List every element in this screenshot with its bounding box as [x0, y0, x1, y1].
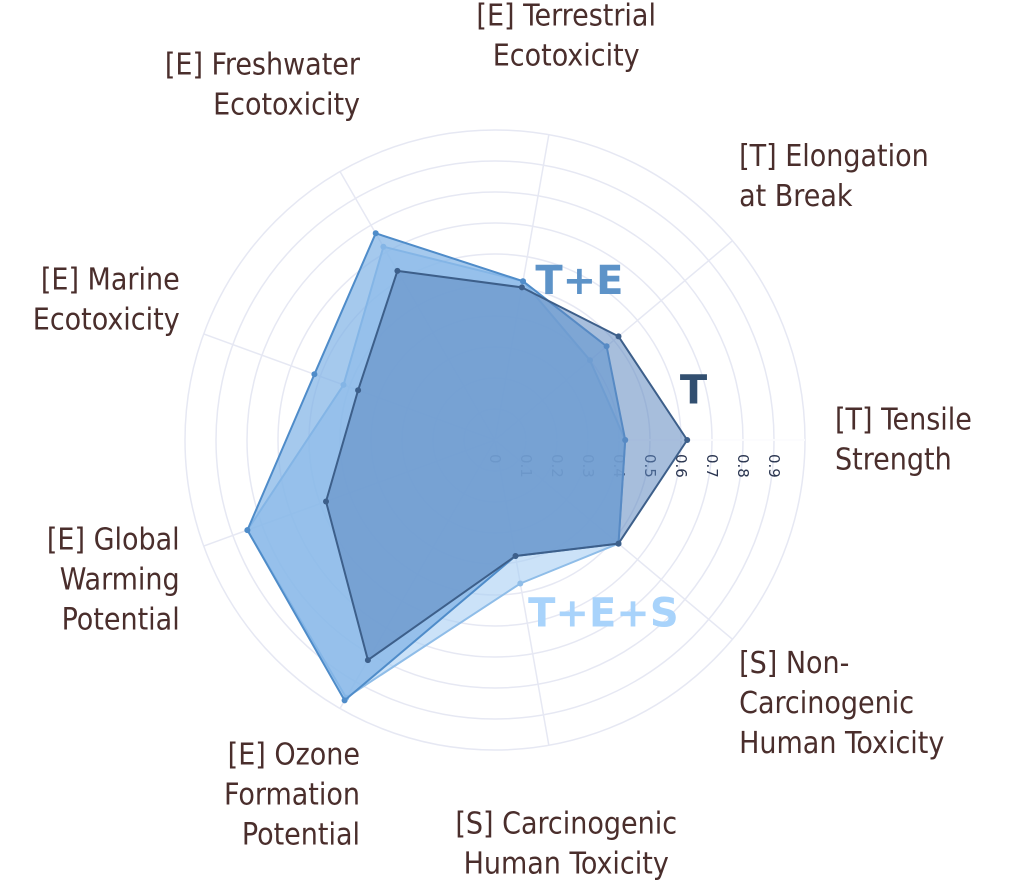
axis-label-line: at Break: [739, 179, 853, 214]
axis-label: [E] Terrestrial Ecotoxicity: [476, 0, 656, 74]
axis-label: [S] Non- Carcinogenic Human Toxicity: [739, 646, 944, 761]
radial-tick-label: 0.8: [734, 454, 752, 478]
data-point: [518, 284, 525, 291]
radial-tick-label: 0.7: [703, 454, 721, 478]
axis-label-line: Strength: [835, 443, 952, 478]
axis-label-line: [E] Ozone: [228, 738, 360, 773]
axis-label-line: Potential: [242, 818, 360, 853]
data-point: [512, 553, 519, 559]
axis-label-line: Warming: [60, 563, 180, 598]
data-point: [394, 267, 401, 274]
axis-label-line: Human Toxicity: [739, 726, 944, 761]
series-label: T: [680, 368, 708, 414]
axis-label: [E] Ozone Formation Potential: [224, 738, 360, 853]
radial-tick-label: 0.9: [765, 454, 783, 478]
data-point: [311, 371, 318, 378]
axis-label-line: [S] Non-: [739, 646, 849, 681]
axis-label-line: Formation: [224, 778, 360, 813]
data-point: [517, 580, 524, 587]
radar-series: [244, 230, 691, 704]
data-point: [323, 498, 329, 505]
axis-label-line: [E] Global: [47, 523, 180, 558]
axis-label: [E] Global Warming Potential: [47, 523, 180, 638]
data-point: [615, 333, 622, 340]
axis-label-line: Carcinogenic: [739, 686, 914, 721]
axis-label: [S] Carcinogenic Human Toxicity: [455, 806, 677, 881]
axis-label: [E] Marine Ecotoxicity: [33, 262, 180, 337]
series-labels: T+E+S T+E T: [528, 258, 708, 636]
axis-label-line: [T] Elongation: [739, 139, 929, 174]
axis-label: [E] Freshwater Ecotoxicity: [165, 47, 361, 122]
data-point: [615, 540, 622, 547]
axis-label: [T] Elongation at Break: [739, 139, 929, 214]
data-point: [520, 278, 526, 285]
axis-label-line: Human Toxicity: [464, 846, 669, 881]
data-point: [684, 437, 691, 443]
axis-label-line: Potential: [62, 603, 180, 638]
data-point: [355, 387, 362, 394]
axis-label-line: [E] Marine: [41, 262, 180, 297]
axis-label-line: Ecotoxicity: [213, 87, 360, 122]
axis-label-line: [S] Carcinogenic: [455, 806, 677, 841]
axis-label-line: [T] Tensile: [835, 403, 972, 438]
axis-label-line: [E] Terrestrial: [476, 0, 656, 34]
axis-label-line: Ecotoxicity: [493, 39, 640, 74]
series-area: [325, 269, 689, 662]
axis-labels: [T] Tensile Strength [T] Elongation at Brea…: [33, 0, 972, 881]
radial-tick-label: 0.6: [672, 454, 690, 478]
axis-label-line: Ecotoxicity: [33, 302, 180, 337]
data-point: [364, 657, 371, 664]
series-label: T+E: [535, 258, 623, 304]
data-point: [341, 697, 348, 704]
series-t: [323, 267, 691, 664]
axis-label: [T] Tensile Strength: [835, 403, 972, 478]
axis-label-line: [E] Freshwater: [165, 47, 361, 82]
series-label: T+E+S: [528, 591, 678, 637]
data-point: [372, 230, 379, 237]
data-point: [244, 527, 251, 534]
